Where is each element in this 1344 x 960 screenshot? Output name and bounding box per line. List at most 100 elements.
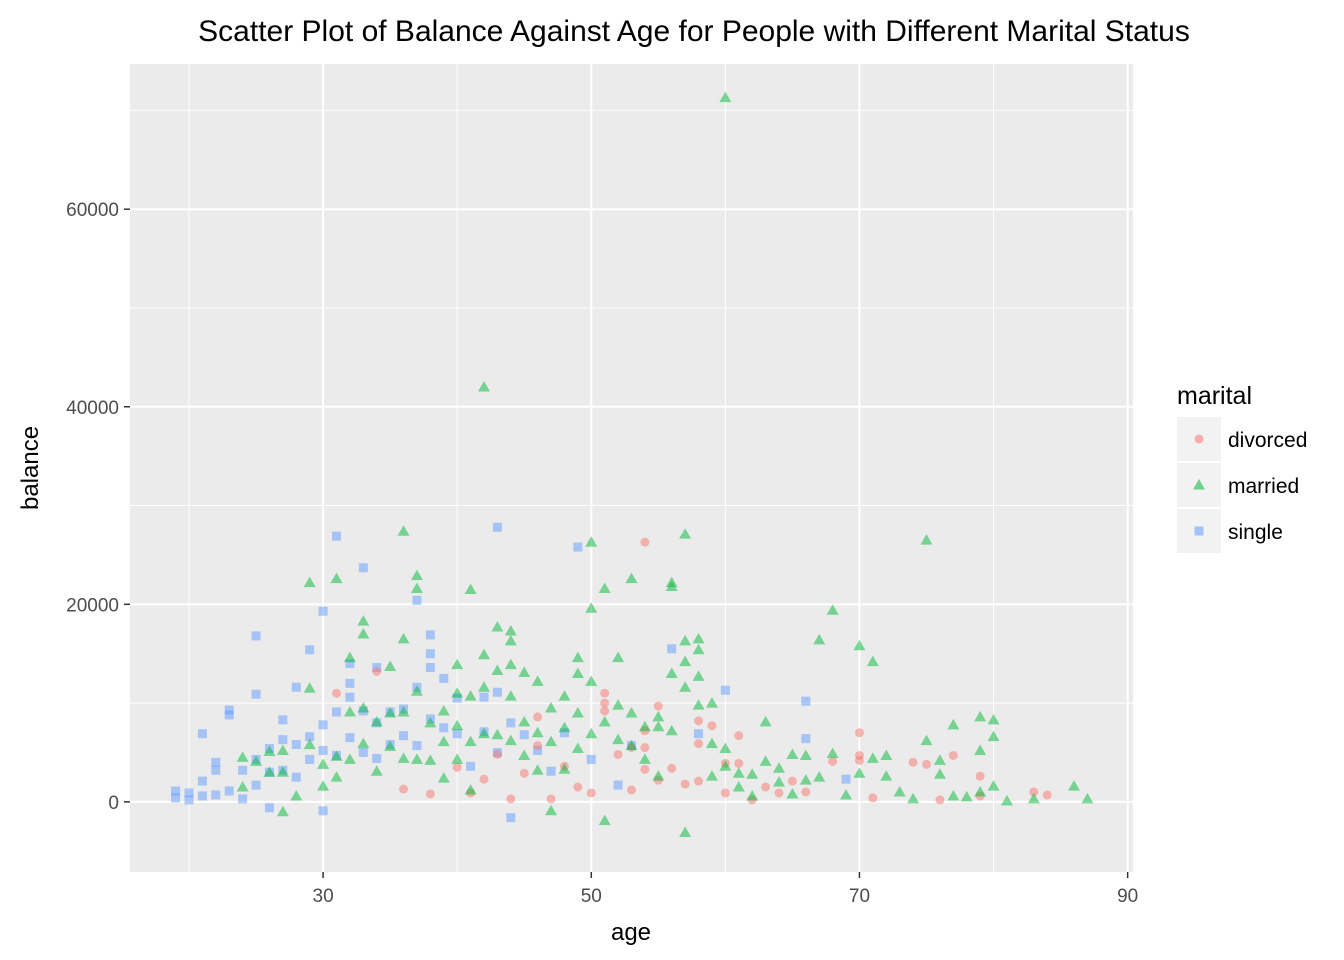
point-married [759,715,772,727]
point-married [665,580,678,592]
point-single [452,693,462,703]
point-single [224,705,234,715]
point-married [303,682,316,693]
point-divorced [613,749,623,759]
point-single [305,754,315,764]
point-married [612,733,625,745]
point-married [799,749,812,760]
point-married [290,789,303,801]
point-married [397,705,410,717]
point-married [652,720,665,732]
point-single [586,754,596,764]
point-married [732,767,745,778]
point-married [719,91,732,103]
point-divorced [332,688,341,698]
point-married [437,735,450,747]
point-divorced [868,793,878,803]
point-single [841,774,851,784]
point-single [318,746,328,756]
x-tick-label: 50 [581,886,602,907]
point-married [786,787,799,799]
point-married [866,655,879,667]
point-single [425,630,435,640]
legend: marital divorced married single [1177,382,1307,553]
point-married [974,710,987,722]
point-married [370,765,383,776]
point-married [1027,792,1040,804]
point-married [679,634,692,646]
point-married [625,739,638,751]
point-married [813,771,826,782]
chart-title: Scatter Plot of Balance Against Age for … [198,15,1190,48]
point-married [571,667,584,678]
point-single [264,803,274,813]
point-married [263,745,276,756]
point-divorced [787,776,797,786]
point-single [801,734,811,744]
x-tick-label: 70 [849,886,870,907]
point-married [518,666,531,677]
point-married [679,826,692,837]
point-married [987,730,1000,742]
point-married [478,648,490,660]
point-married [920,734,933,746]
point-divorced [854,728,864,738]
point-divorced [694,776,704,786]
point-married [545,702,558,713]
point-married [880,770,893,781]
point-single [171,793,181,803]
point-married [679,528,692,539]
point-divorced [492,749,502,759]
point-married [330,771,343,782]
point-single [278,715,288,725]
point-single [546,766,556,776]
point-single [506,813,516,823]
point-married [974,785,987,797]
point-divorced [586,788,596,798]
plot-panel [130,64,1133,872]
point-married [558,763,571,774]
point-married [705,770,718,781]
legend-title: marital [1177,382,1252,410]
point-married [826,604,839,615]
legend-label-married: married [1228,475,1299,498]
point-single [466,761,476,771]
point-married [638,720,651,732]
point-married [933,754,946,765]
point-single [667,644,677,654]
point-married [330,750,343,761]
point-married [665,724,678,736]
point-single [318,806,328,816]
point-married [571,651,584,663]
point-single [171,786,181,796]
point-divorced [935,795,945,805]
point-single [305,645,315,655]
point-single [184,795,194,805]
point-married [612,699,625,710]
point-divorced [653,701,663,711]
point-divorced [640,537,650,547]
point-married [397,632,410,644]
point-married [571,742,584,754]
point-married [263,766,276,777]
point-married [746,768,759,779]
point-divorced [922,759,931,769]
point-married [853,767,866,778]
point-married [665,667,678,678]
point-single [479,692,489,702]
point-married [907,792,920,804]
point-single [559,728,569,738]
point-married [410,685,423,696]
point-married [987,780,1000,791]
point-married [451,687,464,698]
point-single [358,747,368,757]
point-single [399,731,409,741]
point-single [452,729,462,739]
y-axis-title: balance [17,426,44,510]
x-tick-label: 30 [313,886,334,907]
x-axis-ticks: 30 50 70 90 [313,872,1138,907]
point-single [211,790,221,800]
point-single [801,696,811,706]
y-tick-label: 60000 [66,200,119,221]
point-single [332,531,341,541]
